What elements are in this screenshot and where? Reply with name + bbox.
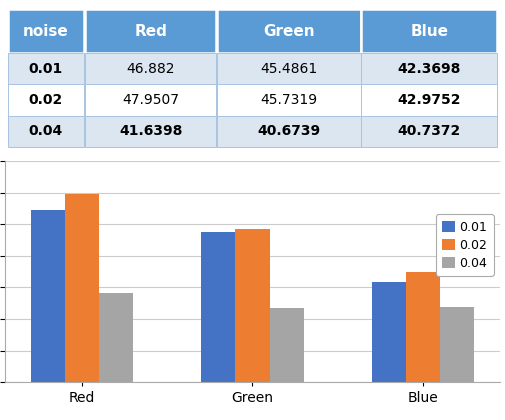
Bar bbox=[65, 194, 99, 420]
Bar bbox=[85, 84, 216, 116]
Bar bbox=[8, 53, 84, 84]
Bar bbox=[362, 116, 497, 147]
Bar bbox=[217, 9, 361, 53]
Bar bbox=[270, 308, 304, 420]
Bar bbox=[362, 53, 497, 84]
Text: 41.6398: 41.6398 bbox=[119, 124, 182, 138]
Bar bbox=[362, 84, 497, 116]
Bar bbox=[372, 282, 406, 420]
Text: 40.7372: 40.7372 bbox=[398, 124, 461, 138]
Bar bbox=[8, 84, 84, 116]
Bar bbox=[201, 232, 235, 420]
Text: noise: noise bbox=[23, 24, 69, 39]
Text: 0.01: 0.01 bbox=[29, 62, 63, 76]
Text: 42.3698: 42.3698 bbox=[398, 62, 461, 76]
Text: 40.6739: 40.6739 bbox=[258, 124, 321, 138]
Bar bbox=[85, 9, 216, 53]
Text: 0.02: 0.02 bbox=[29, 93, 63, 107]
Text: 42.9752: 42.9752 bbox=[397, 93, 461, 107]
Text: 45.4861: 45.4861 bbox=[261, 62, 318, 76]
Bar bbox=[217, 84, 361, 116]
Bar bbox=[8, 9, 84, 53]
Bar bbox=[406, 272, 440, 420]
Bar bbox=[99, 293, 133, 420]
Bar bbox=[85, 53, 216, 84]
Bar bbox=[217, 116, 361, 147]
Text: Red: Red bbox=[134, 24, 167, 39]
Bar bbox=[8, 116, 84, 147]
Bar bbox=[31, 210, 65, 420]
Text: Blue: Blue bbox=[411, 24, 448, 39]
Bar bbox=[440, 307, 474, 420]
Text: 46.882: 46.882 bbox=[127, 62, 175, 76]
Legend: 0.01, 0.02, 0.04: 0.01, 0.02, 0.04 bbox=[436, 214, 494, 276]
Text: 47.9507: 47.9507 bbox=[122, 93, 179, 107]
Text: Green: Green bbox=[263, 24, 315, 39]
Bar bbox=[85, 116, 216, 147]
Text: 0.04: 0.04 bbox=[29, 124, 63, 138]
Text: 45.7319: 45.7319 bbox=[261, 93, 318, 107]
Bar bbox=[235, 228, 270, 420]
Bar bbox=[362, 9, 497, 53]
Bar bbox=[217, 53, 361, 84]
